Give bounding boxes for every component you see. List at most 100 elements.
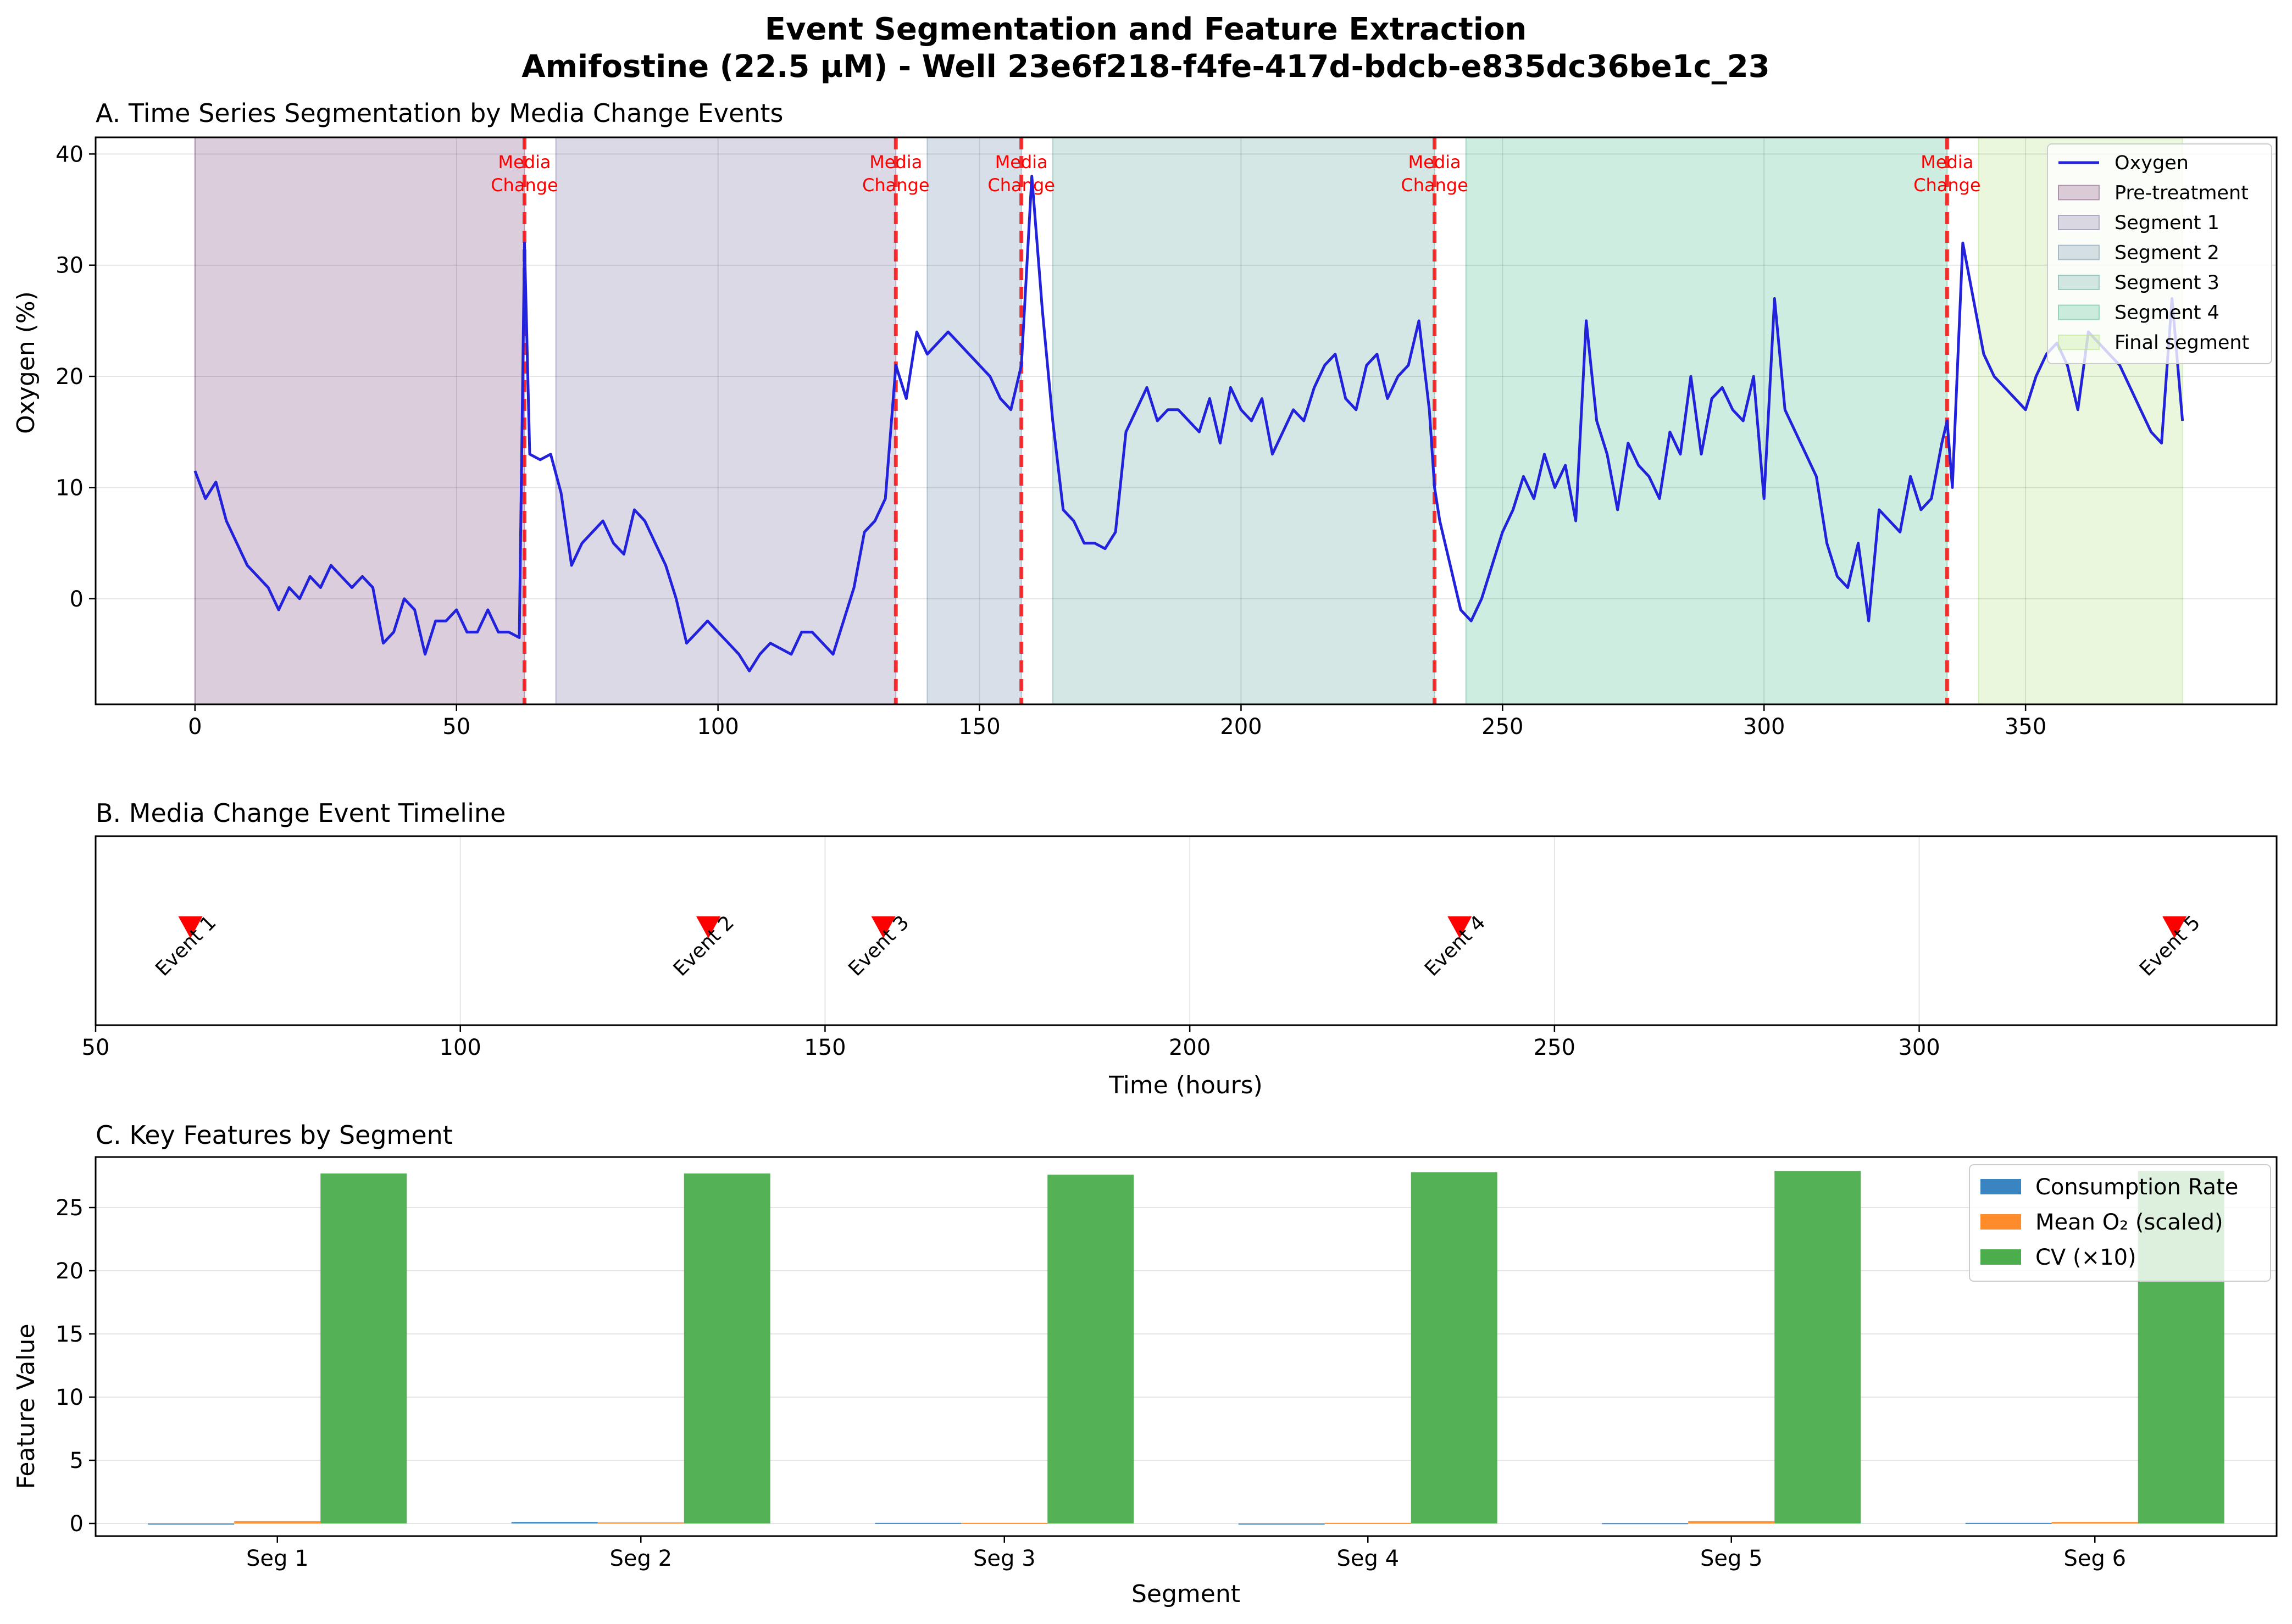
x-tick-label: Seg 5 bbox=[1700, 1546, 1763, 1571]
bar-2 bbox=[1047, 1175, 1134, 1523]
bar-2 bbox=[684, 1173, 770, 1523]
bar-2 bbox=[320, 1173, 407, 1523]
legend-label: Oxygen bbox=[2115, 152, 2189, 174]
bar-1 bbox=[1324, 1522, 1411, 1524]
figure-subtitle: Amifostine (22.5 µM) - Well 23e6f218-f4f… bbox=[521, 49, 1769, 85]
bar-2 bbox=[1411, 1172, 1497, 1523]
event-marker bbox=[1447, 916, 1472, 938]
x-tick-label: 300 bbox=[1898, 1035, 1940, 1060]
media-change-label: Media bbox=[869, 152, 922, 173]
y-tick-label: 0 bbox=[70, 1511, 84, 1537]
event-marker bbox=[696, 916, 721, 938]
panel-a-plot-area: MediaChangeMediaChangeMediaChangeMediaCh… bbox=[56, 136, 2278, 739]
panel-b-plot-area: Event 1 Event 2 Event 3 Event 4 Event 550 100… bbox=[82, 835, 2278, 1060]
axes-frame bbox=[95, 835, 2278, 1026]
media-change-label: Change bbox=[491, 175, 558, 196]
bar-0 bbox=[1965, 1522, 2052, 1524]
legend-box bbox=[1969, 1164, 2271, 1282]
legend-swatch bbox=[2058, 335, 2100, 350]
x-tick-label: 100 bbox=[697, 714, 739, 739]
y-tick-label: 20 bbox=[56, 364, 84, 390]
y-tick-label: 40 bbox=[56, 142, 84, 167]
legend-label: CV (×10) bbox=[2035, 1245, 2136, 1270]
bar-0 bbox=[148, 1523, 235, 1525]
media-change-label: Change bbox=[987, 175, 1055, 196]
bar-0 bbox=[1238, 1523, 1325, 1525]
panel-b-xlabel: Time (hours) bbox=[1108, 1071, 1263, 1099]
legend-label: Segment 3 bbox=[2115, 272, 2219, 294]
media-change-label: Change bbox=[862, 175, 930, 196]
bar-1 bbox=[961, 1522, 1048, 1524]
bar-1 bbox=[1688, 1521, 1775, 1523]
media-change-label: Change bbox=[1913, 175, 1981, 196]
legend-swatch bbox=[1980, 1214, 2021, 1230]
x-tick-label: 150 bbox=[804, 1035, 846, 1060]
panel-b-event-timeline: B. Media Change Event Timeline Time (hou… bbox=[82, 798, 2278, 1099]
legend-box bbox=[2047, 143, 2272, 364]
x-tick-label: 200 bbox=[1220, 714, 1262, 739]
panel-c-ylabel: Feature Value bbox=[12, 1323, 40, 1489]
x-tick-label: Seg 2 bbox=[609, 1546, 672, 1571]
segment-band bbox=[926, 137, 1022, 705]
x-tick-label: 300 bbox=[1743, 714, 1785, 739]
legend-swatch bbox=[2058, 304, 2100, 320]
legend-label: Consumption Rate bbox=[2035, 1175, 2238, 1200]
x-tick-label: 150 bbox=[958, 714, 1000, 739]
event-marker bbox=[2162, 916, 2187, 938]
legend-label: Final segment bbox=[2115, 332, 2249, 354]
x-tick-label: Seg 4 bbox=[1336, 1546, 1399, 1571]
x-tick-label: Seg 3 bbox=[973, 1546, 1036, 1571]
legend-swatch bbox=[2058, 215, 2100, 230]
x-tick-label: 250 bbox=[1534, 1035, 1575, 1060]
oxygen-series-line bbox=[193, 175, 2184, 672]
legend-label: Segment 4 bbox=[2115, 302, 2219, 324]
panel-a-ylabel: Oxygen (%) bbox=[12, 291, 40, 434]
x-tick-label: 350 bbox=[2005, 714, 2046, 739]
media-change-label: Media bbox=[995, 152, 1048, 173]
legend-label: Mean O₂ (scaled) bbox=[2035, 1210, 2223, 1235]
y-tick-label: 10 bbox=[56, 475, 84, 500]
panel-a-oxygen-timeseries: A. Time Series Segmentation by Media Cha… bbox=[12, 98, 2278, 739]
panel-c-plot-area: Seg 1 Seg 2 Seg 3 Seg 4 Seg 5 Seg 6 0 5 10 15 20 25 bbox=[56, 1156, 2278, 1571]
x-tick-label: 250 bbox=[1481, 714, 1523, 739]
x-tick-label: 50 bbox=[442, 714, 470, 739]
y-tick-label: 0 bbox=[70, 587, 84, 612]
bar-0 bbox=[875, 1522, 962, 1524]
x-tick-label: 0 bbox=[188, 714, 202, 739]
media-change-label: Media bbox=[1921, 152, 1973, 173]
bar-1 bbox=[2051, 1522, 2138, 1523]
y-tick-label: 30 bbox=[56, 253, 84, 279]
legend-label: Segment 1 bbox=[2115, 212, 2219, 234]
x-tick-label: Seg 1 bbox=[246, 1546, 309, 1571]
segment-band bbox=[194, 137, 525, 705]
media-change-label: Change bbox=[1401, 175, 1468, 196]
x-tick-label: 50 bbox=[82, 1035, 110, 1060]
event-marker bbox=[871, 916, 896, 938]
panel-a-legend: Oxygen Pre-treatment Segment 1 Segment 2 Seg… bbox=[2047, 143, 2272, 364]
legend-label: Pre-treatment bbox=[2115, 182, 2249, 204]
segment-band bbox=[1052, 137, 1435, 705]
bar-2 bbox=[1774, 1171, 1861, 1523]
bar-1 bbox=[597, 1522, 684, 1524]
x-tick-label: Seg 6 bbox=[2063, 1546, 2126, 1571]
y-tick-label: 15 bbox=[56, 1322, 84, 1347]
legend-swatch bbox=[1980, 1179, 2021, 1194]
media-change-label: Media bbox=[498, 152, 551, 173]
y-tick-label: 10 bbox=[56, 1385, 84, 1410]
segment-band bbox=[555, 137, 897, 705]
figure-title: Event Segmentation and Feature Extractio… bbox=[765, 12, 1527, 47]
panel-a-title: A. Time Series Segmentation by Media Cha… bbox=[96, 98, 783, 128]
legend-swatch bbox=[2058, 185, 2100, 201]
panel-c-legend: Consumption Rate Mean O₂ (scaled) CV (×10) bbox=[1969, 1164, 2271, 1282]
panel-c-xlabel: Segment bbox=[1131, 1580, 1240, 1608]
bar-0 bbox=[511, 1522, 598, 1523]
panel-c-title: C. Key Features by Segment bbox=[96, 1120, 453, 1150]
bar-0 bbox=[1602, 1523, 1689, 1525]
axes-frame bbox=[95, 136, 2278, 705]
legend-swatch bbox=[2058, 275, 2100, 290]
axes-frame bbox=[95, 1156, 2278, 1537]
y-tick-label: 25 bbox=[56, 1195, 84, 1221]
bar-1 bbox=[234, 1521, 321, 1523]
legend-label: Segment 2 bbox=[2115, 242, 2219, 264]
